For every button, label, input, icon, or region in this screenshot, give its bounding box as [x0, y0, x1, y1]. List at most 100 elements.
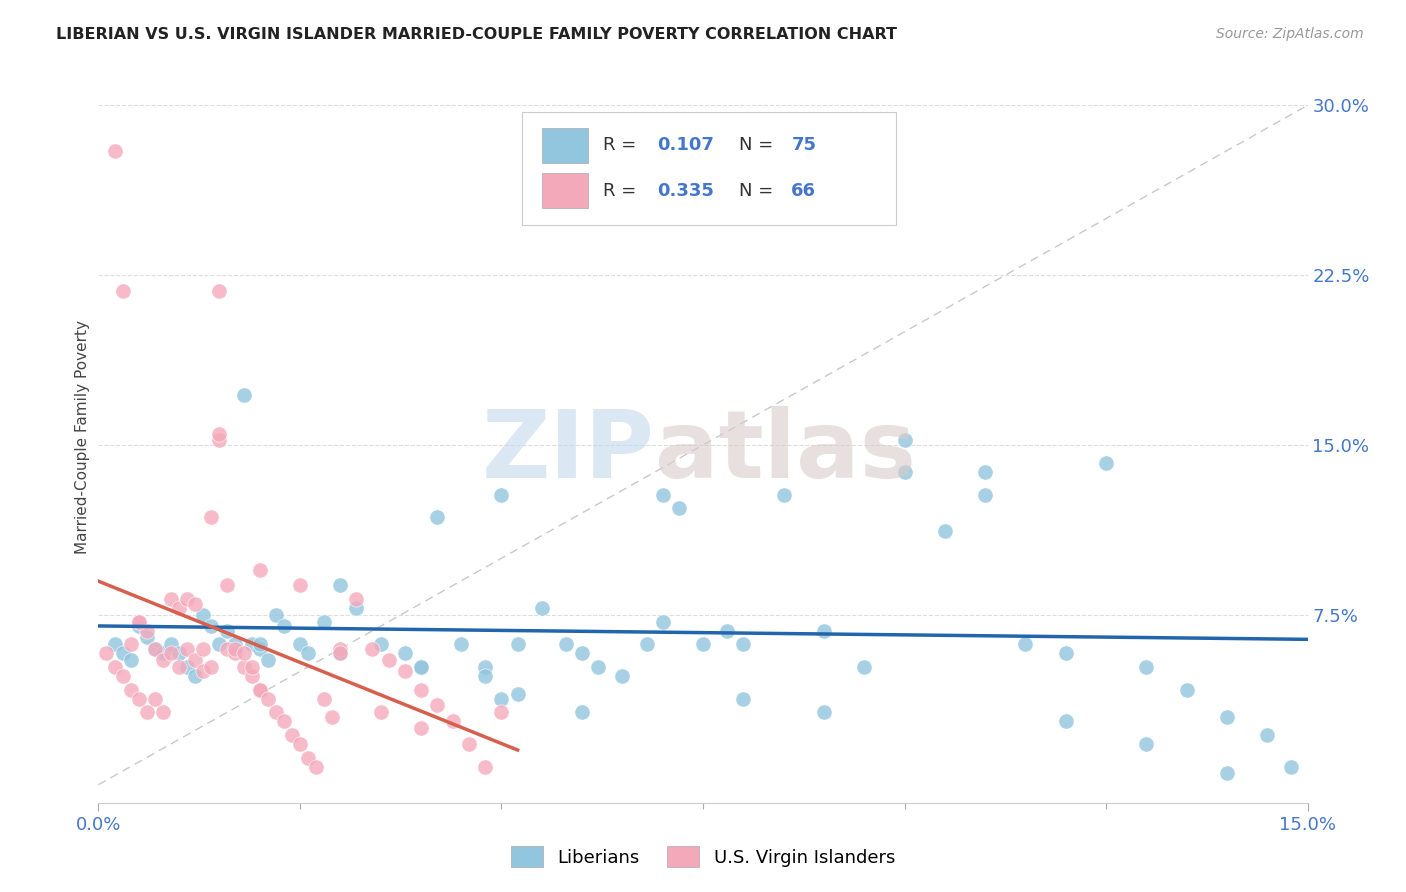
Text: 0.107: 0.107	[657, 136, 714, 154]
Point	[249, 682, 271, 697]
Point	[893, 465, 915, 479]
Point	[321, 710, 343, 724]
Point	[314, 615, 336, 629]
Point	[264, 607, 287, 622]
FancyBboxPatch shape	[522, 112, 897, 225]
Point	[409, 682, 432, 697]
Point	[208, 284, 231, 298]
Point	[224, 637, 246, 651]
Point	[974, 465, 997, 479]
Point	[733, 637, 755, 651]
Point	[143, 641, 166, 656]
Point	[273, 619, 295, 633]
Point	[1175, 682, 1198, 697]
Legend: Liberians, U.S. Virgin Islanders: Liberians, U.S. Virgin Islanders	[503, 839, 903, 874]
Point	[217, 641, 239, 656]
Point	[120, 653, 142, 667]
Point	[240, 637, 263, 651]
Point	[297, 646, 319, 660]
Point	[586, 660, 609, 674]
Point	[344, 592, 367, 607]
Point	[167, 646, 190, 660]
Point	[128, 619, 150, 633]
Point	[184, 669, 207, 683]
Point	[409, 660, 432, 674]
Point	[249, 682, 271, 697]
Point	[305, 759, 328, 773]
Point	[288, 637, 311, 651]
Point	[184, 653, 207, 667]
Point	[128, 691, 150, 706]
Point	[329, 641, 352, 656]
Point	[329, 646, 352, 660]
Point	[733, 691, 755, 706]
Point	[224, 641, 246, 656]
Point	[200, 660, 222, 674]
Point	[176, 660, 198, 674]
Point	[193, 607, 215, 622]
Point	[409, 721, 432, 735]
Point	[506, 637, 529, 651]
Point	[208, 426, 231, 441]
Point	[571, 705, 593, 719]
Point	[716, 624, 738, 638]
Point	[143, 641, 166, 656]
Point	[893, 434, 915, 448]
Point	[1054, 714, 1077, 729]
Text: LIBERIAN VS U.S. VIRGIN ISLANDER MARRIED-COUPLE FAMILY POVERTY CORRELATION CHART: LIBERIAN VS U.S. VIRGIN ISLANDER MARRIED…	[56, 27, 897, 42]
Point	[120, 637, 142, 651]
Point	[441, 714, 464, 729]
Point	[96, 646, 118, 660]
Point	[273, 714, 295, 729]
Point	[135, 624, 157, 638]
Point	[160, 637, 183, 651]
Point	[160, 646, 183, 660]
Point	[474, 660, 496, 674]
Point	[128, 615, 150, 629]
Point	[240, 669, 263, 683]
Point	[426, 510, 449, 524]
Point	[813, 624, 835, 638]
Point	[329, 578, 352, 592]
Point	[474, 669, 496, 683]
Point	[200, 510, 222, 524]
Point	[651, 615, 673, 629]
Point	[232, 388, 254, 402]
Point	[491, 488, 513, 502]
Point	[458, 737, 481, 751]
Text: 0.335: 0.335	[657, 182, 714, 200]
Point	[256, 691, 278, 706]
Point	[692, 637, 714, 651]
Y-axis label: Married-Couple Family Poverty: Married-Couple Family Poverty	[75, 320, 90, 554]
Point	[474, 759, 496, 773]
FancyBboxPatch shape	[543, 173, 588, 208]
Point	[974, 488, 997, 502]
Point	[200, 619, 222, 633]
Point	[208, 434, 231, 448]
Point	[143, 691, 166, 706]
Point	[264, 705, 287, 719]
Point	[394, 665, 416, 679]
Point	[361, 641, 384, 656]
Text: ZIP: ZIP	[482, 406, 655, 498]
Point	[256, 653, 278, 667]
Point	[240, 660, 263, 674]
Point	[103, 144, 125, 158]
Point	[668, 501, 690, 516]
Point	[288, 737, 311, 751]
Point	[1014, 637, 1036, 651]
Text: R =: R =	[603, 182, 641, 200]
Point	[612, 669, 634, 683]
Point	[152, 653, 174, 667]
Text: atlas: atlas	[655, 406, 915, 498]
Text: N =: N =	[740, 136, 779, 154]
Point	[167, 601, 190, 615]
Point	[409, 660, 432, 674]
Point	[128, 615, 150, 629]
Point	[530, 601, 553, 615]
Point	[506, 687, 529, 701]
Point	[571, 646, 593, 660]
Point	[1095, 456, 1118, 470]
Point	[377, 653, 399, 667]
Point	[120, 682, 142, 697]
